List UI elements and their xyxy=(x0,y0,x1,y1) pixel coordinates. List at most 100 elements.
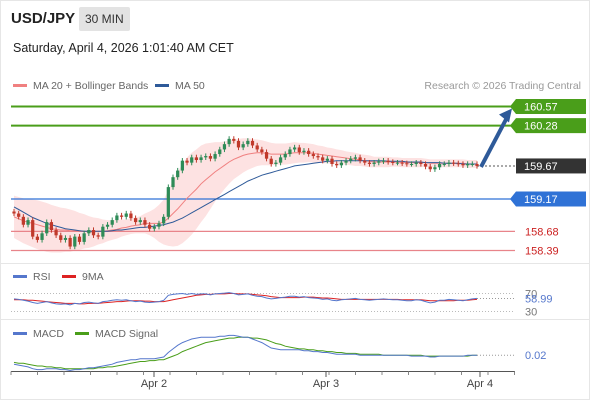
candle-body xyxy=(302,150,306,153)
legend-rsi-ma-swatch xyxy=(62,274,76,278)
candle-body xyxy=(157,223,161,227)
candle-body xyxy=(26,220,30,225)
legend-ma20-label: MA 20 + Bollinger Bands xyxy=(33,80,149,92)
candle-body xyxy=(321,157,325,161)
candle-body xyxy=(213,154,217,159)
x-tick-label: Apr 3 xyxy=(313,378,339,390)
candle-body xyxy=(54,230,58,236)
candle-body xyxy=(227,138,231,145)
resistance-level-tag xyxy=(510,99,586,114)
candle-body xyxy=(461,163,465,166)
support-level-label: 158.68 xyxy=(525,226,559,238)
candle-body xyxy=(35,236,40,240)
research-credit: Research © 2026 Trading Central xyxy=(424,80,581,92)
candle-body xyxy=(166,187,170,217)
bollinger-band xyxy=(14,138,477,253)
candle-body xyxy=(335,163,339,166)
candle-body xyxy=(437,163,442,168)
datetime-label: Saturday, April 4, 2026 1:01:40 AM CET xyxy=(13,41,234,55)
candle-body xyxy=(148,224,152,229)
legend-ma20-swatch xyxy=(13,83,27,87)
legend-ma50-label: MA 50 xyxy=(175,80,205,92)
candle-body xyxy=(311,154,315,157)
candle-body xyxy=(152,226,156,229)
legend-ma50-swatch xyxy=(155,83,169,87)
candle-body xyxy=(395,162,400,164)
candle-body xyxy=(367,162,372,164)
candle-body xyxy=(372,162,376,164)
candle-body xyxy=(241,144,245,148)
forecast-arrow-shaft xyxy=(479,116,509,168)
candle-body xyxy=(96,235,100,237)
candle-body xyxy=(73,236,77,247)
candle-body xyxy=(63,237,68,240)
candle-body xyxy=(466,163,470,166)
candle-body xyxy=(377,161,381,163)
candle-body xyxy=(133,218,138,223)
candle-body xyxy=(91,230,96,236)
candle-body xyxy=(194,157,199,161)
candle-body xyxy=(330,158,334,164)
macd-last-label: 0.02 xyxy=(525,350,546,362)
resistance-level-tag xyxy=(510,118,586,134)
candle-body xyxy=(21,216,25,225)
candle-body xyxy=(190,157,194,163)
candle-body xyxy=(129,213,133,219)
candle-body xyxy=(297,147,301,153)
ma50-line xyxy=(13,160,477,232)
candle-body xyxy=(419,162,423,164)
candle-body xyxy=(292,147,297,150)
candle-body xyxy=(115,215,119,221)
candle-body xyxy=(236,140,241,148)
legend-ma20: MA 20 + Bollinger Bands xyxy=(13,80,148,92)
legend-macd-signal-label: MACD Signal xyxy=(95,328,159,340)
legend-rsi: RSI xyxy=(13,271,51,283)
candle-body xyxy=(349,158,353,161)
pivot-level-tag xyxy=(510,191,586,207)
candle-body xyxy=(353,157,358,159)
legend-macd-label: MACD xyxy=(33,328,64,340)
candle-body xyxy=(68,237,72,247)
candle-body xyxy=(31,220,35,237)
rsi-70-label: 70 xyxy=(525,289,537,301)
candle-body xyxy=(59,235,63,240)
candle-body xyxy=(447,162,451,164)
candle-body xyxy=(185,160,189,163)
candle-body xyxy=(456,163,460,165)
ma20-line xyxy=(13,152,477,233)
candle-body xyxy=(339,162,343,166)
candle-body xyxy=(101,226,105,237)
candle-body xyxy=(344,160,348,163)
rsi-30-label: 30 xyxy=(525,307,537,319)
candle-body xyxy=(400,162,404,164)
legend-ma50: MA 50 xyxy=(155,80,205,92)
support-level-label: 158.39 xyxy=(525,246,559,258)
candle-body xyxy=(40,233,44,240)
candle-body xyxy=(283,154,287,158)
candle-body xyxy=(260,149,264,153)
candle-body xyxy=(171,177,175,188)
candle-body xyxy=(143,220,147,225)
candle-body xyxy=(307,150,311,155)
candle-body xyxy=(470,163,474,165)
candle-body xyxy=(45,222,49,234)
candle-body xyxy=(274,162,278,164)
candle-body xyxy=(12,211,16,214)
candle-body xyxy=(405,163,409,165)
candle-body xyxy=(208,156,213,159)
rsi-line xyxy=(13,292,478,306)
macd-line xyxy=(13,334,477,372)
candle-body xyxy=(409,163,414,165)
candle-body xyxy=(138,220,142,223)
candle-body xyxy=(269,158,273,164)
legend-rsi-label: RSI xyxy=(33,271,51,283)
resistance-level-label: 160.28 xyxy=(524,121,558,133)
candle-body xyxy=(199,157,203,161)
last-price-tag xyxy=(516,158,586,174)
legend-macd: MACD xyxy=(13,328,64,340)
candle-body xyxy=(414,162,418,164)
interval-badge[interactable]: 30 MIN xyxy=(79,7,130,31)
candles xyxy=(12,136,479,250)
candle-body xyxy=(246,140,250,145)
